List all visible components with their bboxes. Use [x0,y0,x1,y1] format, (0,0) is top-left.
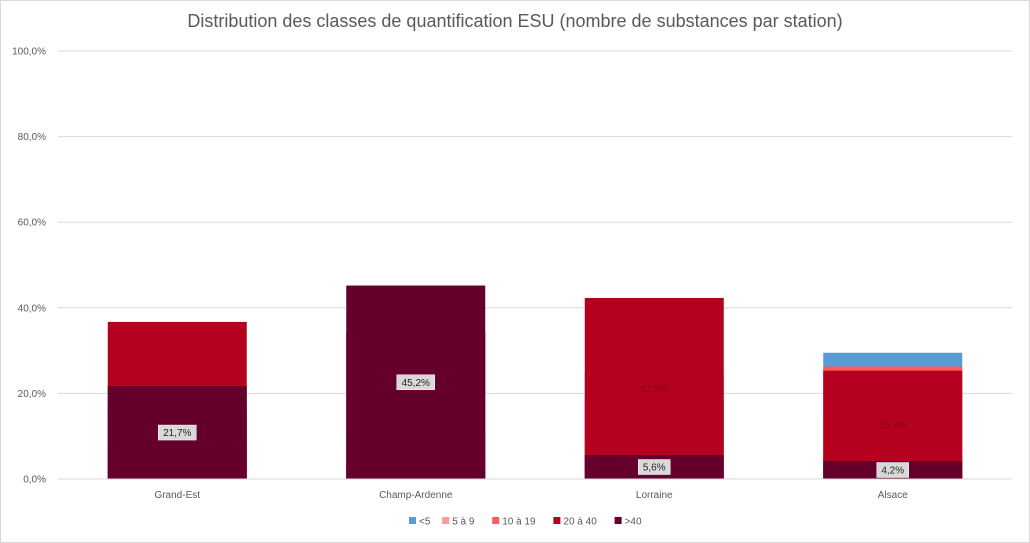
data-label: 25,3% [879,420,907,431]
legend-swatch [553,517,561,524]
data-label: 4,2% [881,466,904,477]
data-label-box [396,374,435,391]
legend-label: 5 à 9 [452,517,475,528]
y-tick-label: 60,0% [18,218,46,229]
data-label: 42,3% [640,384,668,395]
legend-label: >40 [625,517,642,528]
legend-label: 20 à 40 [563,517,597,528]
legend-swatch [409,517,416,524]
data-label: 21,7% [163,428,191,439]
y-tick-label: 40,0% [18,303,46,314]
y-tick-label: 100,0% [12,47,46,58]
y-tick-label: 20,0% [18,389,46,400]
legend-swatch [614,517,622,524]
y-tick-label: 0,0% [23,475,46,486]
x-tick-label: Lorraine [636,490,673,501]
x-tick-label: Champ-Ardenne [379,490,453,501]
legend-label: <5 [419,517,431,528]
x-tick-label: Grand-Est [154,490,200,501]
y-tick-label: 80,0% [18,132,46,143]
bar-segment [823,370,963,479]
data-label: 5,6% [643,463,666,474]
data-label-box [876,462,909,478]
bar-segment [584,297,724,479]
legend-swatch [442,517,450,524]
data-label-box [158,424,197,441]
legend-swatch [492,517,500,524]
data-label: 45,2% [402,378,430,389]
x-tick-label: Alsace [878,490,908,501]
chart-title: Distribution des classes de quantificati… [187,11,843,31]
data-label-box [638,459,671,475]
legend-label: 10 à 19 [502,517,536,528]
